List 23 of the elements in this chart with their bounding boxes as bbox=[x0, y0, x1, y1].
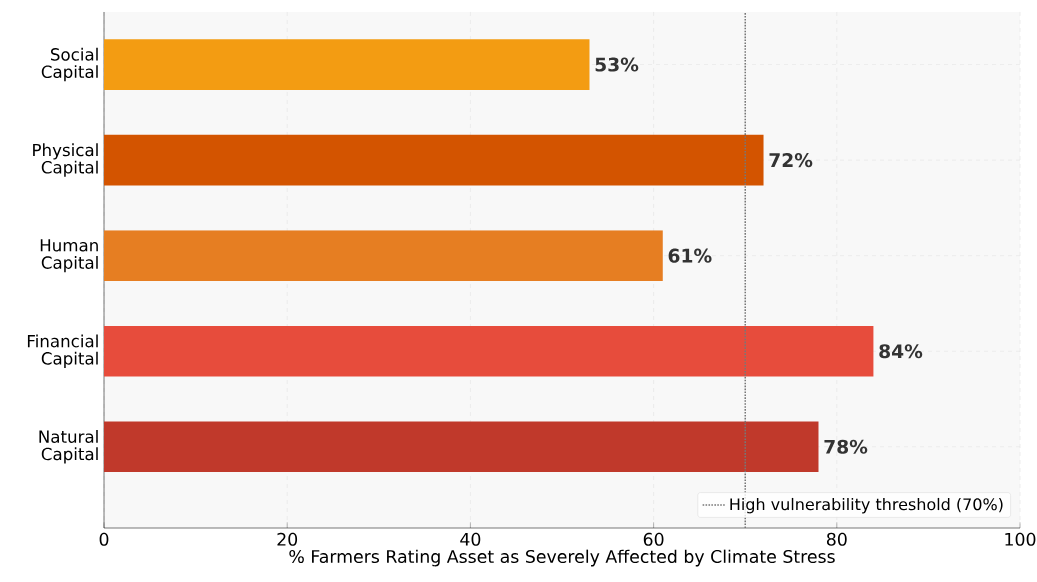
bar bbox=[104, 230, 663, 281]
y-tick-label: Physical Capital bbox=[33, 143, 98, 177]
x-tick-label: 0 bbox=[99, 532, 109, 546]
bar bbox=[104, 39, 590, 90]
bar bbox=[104, 325, 874, 377]
data-label: 84% bbox=[879, 344, 923, 359]
bar bbox=[104, 421, 819, 473]
y-tick-label: Human Capital bbox=[40, 239, 98, 273]
y-tick-label: Financial Capital bbox=[27, 334, 98, 368]
data-label: 61% bbox=[668, 248, 712, 263]
bar bbox=[104, 134, 764, 186]
data-label: 78% bbox=[824, 439, 868, 454]
x-tick-label: 40 bbox=[460, 532, 481, 546]
y-tick-label: Social Capital bbox=[41, 47, 98, 82]
x-tick-label: 80 bbox=[826, 532, 847, 546]
data-label: 53% bbox=[595, 57, 639, 72]
x-axis-title: % Farmers Rating Asset as Severely Affected by Climate Stress bbox=[289, 549, 835, 567]
y-tick-label: Natural Capital bbox=[39, 430, 98, 464]
x-tick-label: 20 bbox=[277, 532, 298, 546]
ref-line-label: High vulnerability threshold (70%) bbox=[730, 497, 1003, 514]
x-tick-label: 60 bbox=[643, 532, 664, 546]
x-tick-label: 100 bbox=[1005, 532, 1036, 546]
data-label: 72% bbox=[769, 153, 813, 168]
